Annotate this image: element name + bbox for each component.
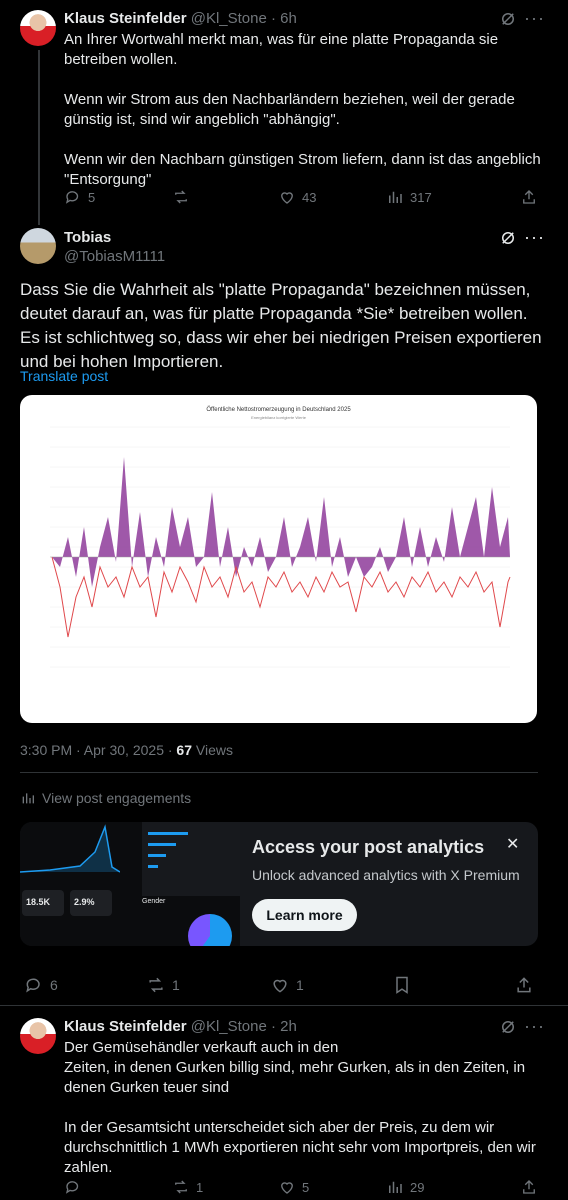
view-count: 29	[410, 1179, 425, 1195]
repost-icon	[175, 1180, 187, 1194]
premium-promo-card: 18.5K 2.9% Gender Access your post analy…	[20, 822, 538, 946]
like-button[interactable]: 43	[278, 188, 316, 206]
share-icon[interactable]	[520, 188, 538, 210]
post-time[interactable]: · 2h	[271, 1018, 297, 1035]
analytics-line-chart	[20, 824, 120, 873]
heart-icon	[273, 979, 287, 993]
reply-icon	[65, 191, 79, 204]
views-button[interactable]: 317	[386, 188, 432, 206]
translate-link[interactable]: Translate post	[20, 368, 109, 384]
engagements-label: View post engagements	[42, 790, 192, 806]
view-engagements-link[interactable]: View post engagements	[20, 790, 191, 806]
grok-icon[interactable]	[499, 10, 517, 32]
author-handle[interactable]: @Kl_Stone	[190, 1018, 267, 1035]
stat-engagement-rate: 2.9%	[70, 890, 112, 916]
chart-subtitle: Energiebilanz korrigierte Werte	[251, 415, 306, 420]
heart-icon	[281, 1182, 293, 1194]
more-options-icon[interactable]: ···	[524, 1016, 545, 1036]
promo-title: Access your post analytics	[252, 837, 485, 857]
post-header: Klaus Steinfelder @Kl_Stone · 6h	[64, 10, 504, 27]
reply-count: 5	[88, 189, 96, 205]
repost-icon	[175, 190, 187, 204]
repost-button[interactable]: 1	[172, 1178, 203, 1196]
repost-icon	[149, 977, 163, 993]
share-icon[interactable]	[514, 975, 534, 999]
stat-impressions: 18.5K	[22, 890, 64, 916]
divider	[20, 772, 538, 773]
reply-count: 6	[50, 977, 58, 993]
bookmark-icon[interactable]	[392, 975, 412, 999]
avatar[interactable]	[20, 228, 56, 264]
reply-button[interactable]	[64, 1178, 88, 1196]
post-text: Der Gemüsehändler verkauft auch in den Z…	[64, 1039, 536, 1176]
avatar[interactable]	[20, 1018, 56, 1054]
bar-chart-icon	[389, 1181, 402, 1193]
close-icon[interactable]: ✕	[506, 836, 520, 853]
reply-button[interactable]: 6	[24, 975, 58, 995]
view-count: 67	[176, 742, 192, 758]
repost-count: 1	[172, 977, 180, 993]
thread-line	[38, 50, 40, 225]
post-text: An Ihrer Wortwahl merkt man, was für ein…	[64, 31, 541, 188]
chart-plot	[50, 426, 511, 668]
author-name[interactable]: Klaus Steinfelder	[64, 1018, 187, 1035]
reply-icon	[65, 1181, 79, 1194]
post-time[interactable]: · 6h	[271, 10, 297, 27]
post-timestamp: 3:30 PM · Apr 30, 2025 · 67 Views	[20, 742, 233, 758]
timestamp-text[interactable]: 3:30 PM · Apr 30, 2025 ·	[20, 742, 177, 758]
repost-button[interactable]	[172, 188, 196, 206]
like-button[interactable]: 5	[278, 1178, 309, 1196]
author-handle[interactable]: @TobiasM1111	[64, 248, 166, 265]
promo-subtitle: Unlock advanced analytics with X Premium	[252, 867, 520, 883]
author-name[interactable]: Tobias	[64, 229, 112, 246]
gender-label: Gender	[142, 898, 166, 905]
reply-icon	[26, 978, 40, 993]
more-options-icon[interactable]: ···	[524, 227, 545, 247]
learn-more-button[interactable]: Learn more	[252, 899, 357, 931]
analytics-table	[142, 822, 240, 896]
post-header: Klaus Steinfelder @Kl_Stone · 2h	[64, 1018, 504, 1035]
gender-donut	[188, 914, 232, 946]
bar-chart-icon	[389, 191, 402, 203]
more-options-icon[interactable]: ···	[524, 8, 545, 28]
view-count: 317	[410, 189, 432, 205]
repost-count: 1	[196, 1179, 204, 1195]
views-button[interactable]: 29	[386, 1178, 424, 1196]
analytics-preview: 18.5K 2.9% Gender	[20, 822, 240, 946]
like-count: 5	[302, 1179, 310, 1195]
bar-chart-icon	[22, 793, 34, 804]
reply-button[interactable]: 5	[64, 188, 95, 206]
avatar[interactable]	[20, 10, 56, 46]
like-count: 43	[302, 189, 317, 205]
grok-icon[interactable]	[499, 229, 517, 251]
post-text: Dass Sie die Wahrheit als "platte Propag…	[20, 280, 542, 371]
share-icon[interactable]	[520, 1178, 538, 1200]
heart-icon	[281, 192, 293, 204]
author-name[interactable]: Klaus Steinfelder	[64, 10, 187, 27]
chart-title: Öffentliche Nettostromerzeugung in Deuts…	[206, 407, 351, 413]
like-count: 1	[296, 977, 304, 993]
grok-icon[interactable]	[499, 1018, 517, 1040]
views-label: Views	[192, 742, 233, 758]
chart-image[interactable]: Öffentliche Nettostromerzeugung in Deuts…	[20, 395, 537, 723]
repost-button[interactable]: 1	[146, 975, 180, 995]
author-handle[interactable]: @Kl_Stone	[190, 10, 267, 27]
like-button[interactable]: 1	[270, 975, 304, 995]
divider	[0, 1005, 568, 1006]
